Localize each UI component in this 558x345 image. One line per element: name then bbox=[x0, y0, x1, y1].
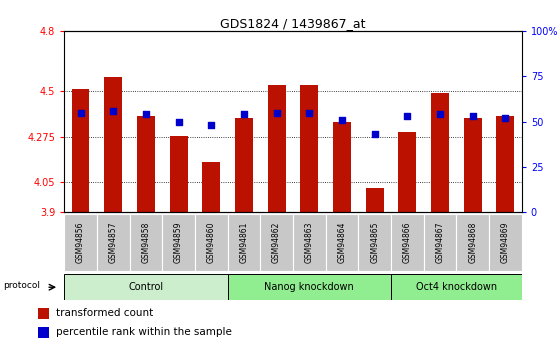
Bar bbox=[64, 274, 228, 300]
Bar bbox=[38, 308, 49, 319]
Point bbox=[239, 111, 248, 117]
Bar bbox=[228, 274, 391, 300]
Bar bbox=[104, 77, 122, 212]
Point bbox=[338, 117, 347, 122]
Point bbox=[370, 131, 379, 137]
Text: Control: Control bbox=[128, 282, 163, 292]
Bar bbox=[333, 121, 351, 212]
Text: Nanog knockdown: Nanog knockdown bbox=[264, 282, 354, 292]
Bar bbox=[464, 118, 482, 212]
Bar bbox=[64, 214, 97, 271]
Bar bbox=[424, 214, 456, 271]
Point bbox=[468, 114, 477, 119]
Bar bbox=[431, 93, 449, 212]
Bar bbox=[391, 274, 522, 300]
Bar bbox=[137, 116, 155, 212]
Text: GSM94865: GSM94865 bbox=[370, 221, 379, 263]
Point bbox=[141, 111, 150, 117]
Text: GSM94866: GSM94866 bbox=[403, 221, 412, 263]
Title: GDS1824 / 1439867_at: GDS1824 / 1439867_at bbox=[220, 17, 365, 30]
Text: GSM94859: GSM94859 bbox=[174, 221, 183, 263]
Bar bbox=[129, 214, 162, 271]
Point bbox=[109, 108, 118, 114]
Bar bbox=[71, 89, 89, 212]
Text: GSM94867: GSM94867 bbox=[436, 221, 445, 263]
Bar bbox=[326, 214, 358, 271]
Bar bbox=[202, 162, 220, 212]
Text: Oct4 knockdown: Oct4 knockdown bbox=[416, 282, 497, 292]
Text: protocol: protocol bbox=[3, 282, 40, 290]
Bar bbox=[260, 214, 293, 271]
Text: GSM94868: GSM94868 bbox=[468, 222, 477, 263]
Text: percentile rank within the sample: percentile rank within the sample bbox=[56, 327, 232, 337]
Bar bbox=[162, 214, 195, 271]
Bar bbox=[293, 214, 326, 271]
Point bbox=[272, 110, 281, 115]
Text: GSM94869: GSM94869 bbox=[501, 221, 510, 263]
Point bbox=[403, 114, 412, 119]
Bar bbox=[489, 214, 522, 271]
Text: transformed count: transformed count bbox=[56, 308, 153, 318]
Text: GSM94856: GSM94856 bbox=[76, 221, 85, 263]
Bar bbox=[235, 118, 253, 212]
Bar bbox=[497, 116, 514, 212]
Bar bbox=[365, 188, 384, 212]
Point bbox=[174, 119, 183, 124]
Bar bbox=[97, 214, 129, 271]
Text: GSM94860: GSM94860 bbox=[207, 221, 216, 263]
Point bbox=[76, 110, 85, 115]
Text: GSM94864: GSM94864 bbox=[338, 221, 347, 263]
Text: GSM94857: GSM94857 bbox=[109, 221, 118, 263]
Bar bbox=[195, 214, 228, 271]
Point bbox=[305, 110, 314, 115]
Bar bbox=[398, 132, 416, 212]
Bar bbox=[268, 85, 286, 212]
Bar bbox=[38, 327, 49, 338]
Point bbox=[436, 111, 445, 117]
Bar bbox=[358, 214, 391, 271]
Text: GSM94858: GSM94858 bbox=[141, 222, 150, 263]
Bar bbox=[391, 214, 424, 271]
Point bbox=[207, 122, 216, 128]
Text: GSM94861: GSM94861 bbox=[239, 222, 248, 263]
Text: GSM94862: GSM94862 bbox=[272, 222, 281, 263]
Bar bbox=[228, 214, 260, 271]
Bar bbox=[456, 214, 489, 271]
Point bbox=[501, 115, 510, 121]
Text: GSM94863: GSM94863 bbox=[305, 221, 314, 263]
Bar bbox=[300, 85, 318, 212]
Bar bbox=[170, 136, 187, 212]
